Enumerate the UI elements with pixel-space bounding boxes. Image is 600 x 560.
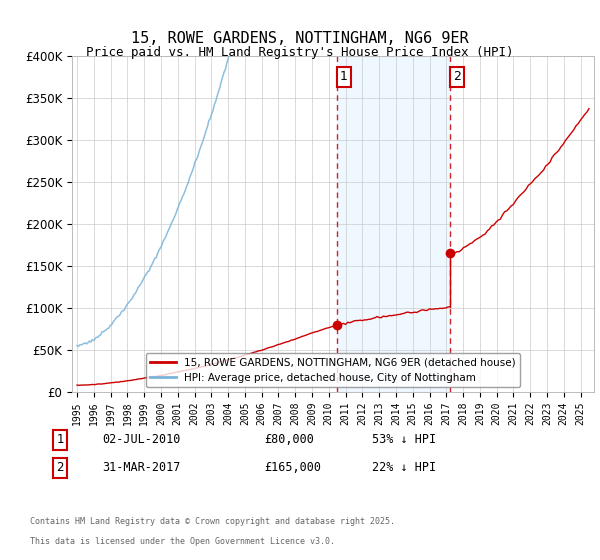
Text: 2: 2	[56, 461, 64, 474]
Legend: 15, ROWE GARDENS, NOTTINGHAM, NG6 9ER (detached house), HPI: Average price, deta: 15, ROWE GARDENS, NOTTINGHAM, NG6 9ER (d…	[146, 353, 520, 387]
Text: £80,000: £80,000	[264, 433, 314, 446]
Text: Price paid vs. HM Land Registry's House Price Index (HPI): Price paid vs. HM Land Registry's House …	[86, 46, 514, 59]
Text: Contains HM Land Registry data © Crown copyright and database right 2025.: Contains HM Land Registry data © Crown c…	[30, 517, 395, 526]
Text: 02-JUL-2010: 02-JUL-2010	[102, 433, 181, 446]
Text: 53% ↓ HPI: 53% ↓ HPI	[372, 433, 436, 446]
Text: 22% ↓ HPI: 22% ↓ HPI	[372, 461, 436, 474]
Bar	[337, 56, 451, 392]
Text: 1: 1	[340, 71, 347, 83]
Text: 2: 2	[453, 71, 461, 83]
Text: 31-MAR-2017: 31-MAR-2017	[102, 461, 181, 474]
Text: This data is licensed under the Open Government Licence v3.0.: This data is licensed under the Open Gov…	[30, 537, 335, 546]
Text: 15, ROWE GARDENS, NOTTINGHAM, NG6 9ER: 15, ROWE GARDENS, NOTTINGHAM, NG6 9ER	[131, 31, 469, 46]
Text: £165,000: £165,000	[264, 461, 321, 474]
Text: 1: 1	[56, 433, 64, 446]
